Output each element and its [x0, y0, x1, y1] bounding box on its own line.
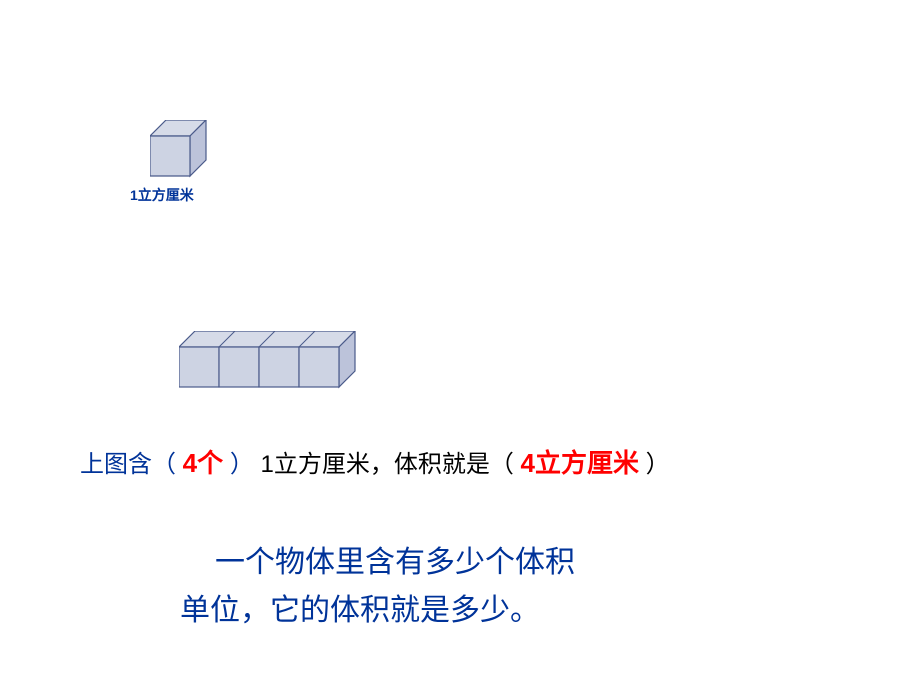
q-blank2: 4立方厘米 — [521, 448, 639, 478]
q-suffix: ） — [646, 451, 670, 478]
cube-row-icon — [179, 331, 379, 391]
q-prefix: 上图含（ — [80, 451, 176, 478]
q-blank1: 4个 — [183, 448, 223, 478]
q-mid2: 1立方厘米，体积就是（ — [260, 451, 513, 478]
cube-icon — [150, 120, 210, 180]
cube-row — [179, 331, 379, 396]
question-line: 上图含（ 4个 ） 1立方厘米，体积就是（ 4立方厘米 ） — [80, 443, 670, 480]
single-cube — [150, 120, 210, 185]
cube-label: 1立方厘米 — [130, 185, 194, 205]
conclusion-line2: 单位，它的体积就是多少。 — [180, 585, 540, 629]
q-mid1: ） — [230, 451, 254, 478]
conclusion-line1: 一个物体里含有多少个体积 — [215, 540, 575, 585]
